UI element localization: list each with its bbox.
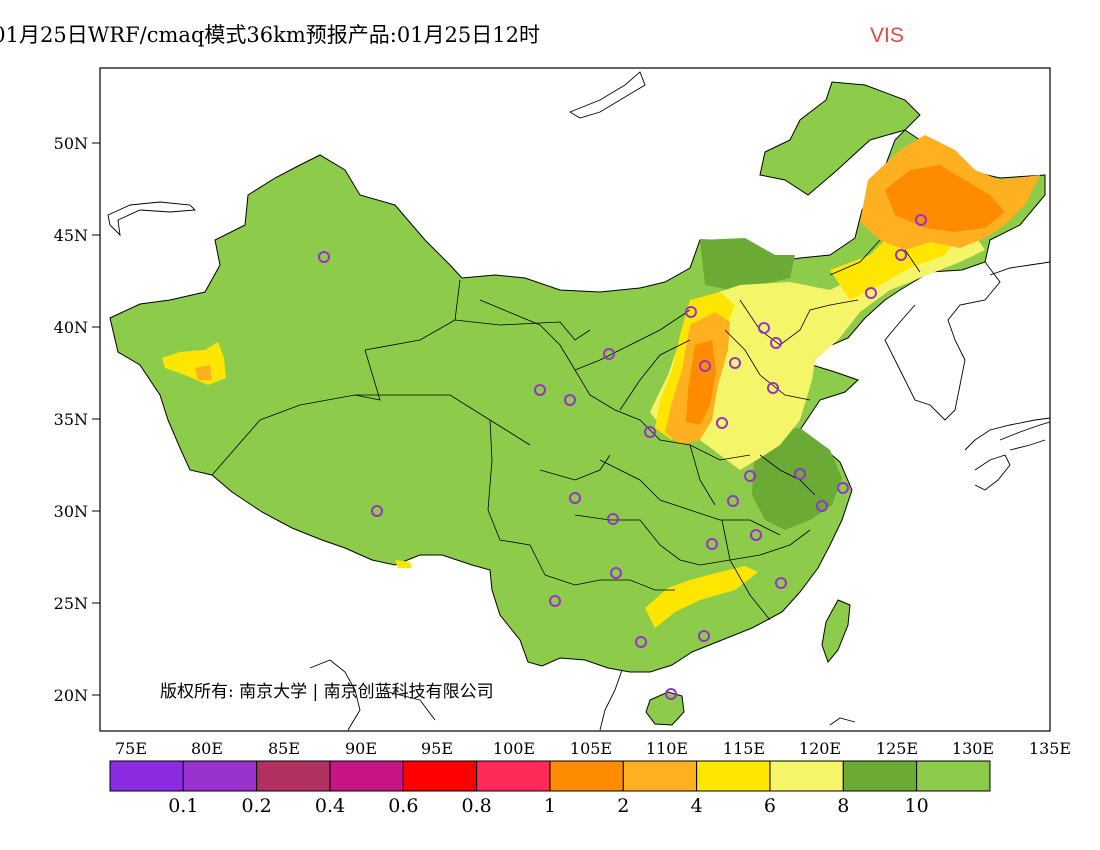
taiwan-island [821, 599, 851, 663]
yellow-spot-tibet [395, 560, 412, 568]
legend-label: 0.1 [168, 795, 198, 817]
station-marker [744, 470, 756, 482]
legend-label: 6 [764, 795, 776, 817]
lon-label: 135E [1029, 739, 1071, 758]
lat-label: 25N [54, 594, 88, 613]
province-boundaries [211, 239, 921, 621]
copyright-text: 版权所有: 南京大学 | 南京创蓝科技有限公司 [160, 682, 494, 702]
lon-label: 110E [646, 739, 688, 758]
title-main-text: 2025年01月25日WRF/cmaq模式36km预报产品:01月25日12时 [0, 23, 540, 47]
legend-label: 4 [691, 795, 703, 817]
lat-label: 35N [54, 410, 88, 429]
station-marker [699, 360, 711, 372]
map-plot-area [100, 68, 1050, 731]
legend-swatch [769, 760, 844, 792]
station-marker [750, 529, 762, 541]
lat-axis: 50N 45N 40N 35N 30N 25N 20N [54, 134, 100, 705]
station-marker [915, 214, 927, 226]
lon-label: 105E [570, 739, 612, 758]
station-marker [569, 492, 581, 504]
station-marker [665, 688, 677, 700]
station-marker [549, 595, 561, 607]
legend-swatch [182, 760, 258, 792]
station-marker [837, 482, 849, 494]
station-marker [607, 513, 619, 525]
china-landmass [109, 81, 1046, 673]
station-marker [716, 417, 728, 429]
lon-label: 125E [876, 739, 918, 758]
lon-label: 130E [952, 739, 994, 758]
map-title: 2025年01月25日WRF/cmaq模式36km预报产品:01月25日12时 … [0, 20, 1100, 50]
station-marker [816, 500, 828, 512]
station-marker [727, 495, 739, 507]
station-marker [371, 505, 383, 517]
legend-swatch [696, 760, 771, 792]
station-marker [865, 287, 877, 299]
lon-label: 75E [115, 739, 147, 758]
legend-swatch [109, 760, 184, 792]
lon-label: 80E [191, 739, 223, 758]
station-marker [706, 538, 718, 550]
legend-label: 0.4 [315, 795, 345, 817]
station-marker [729, 357, 741, 369]
legend-swatch [329, 760, 404, 792]
legend-label: 1 [544, 795, 556, 817]
legend-label: 10 [905, 795, 929, 817]
station-marker [534, 384, 546, 396]
station-marker [770, 337, 782, 349]
title-variable-text: VIS [870, 24, 904, 47]
legend-colorbar: 0.1 0.2 0.4 0.6 0.8 1 2 4 6 8 10 [109, 760, 991, 817]
title-svg: 2025年01月25日WRF/cmaq模式36km预报产品:01月25日12时 … [0, 23, 904, 47]
station-marker [895, 249, 907, 261]
station-marker [644, 426, 656, 438]
legend-label: 0.2 [242, 795, 272, 817]
station-marker [794, 468, 806, 480]
lat-label: 40N [54, 318, 88, 337]
lon-label: 115E [723, 739, 765, 758]
station-markers [318, 214, 927, 700]
lon-label: 90E [345, 739, 377, 758]
lat-label: 50N [54, 134, 88, 153]
dark-green-zone-2 [700, 238, 795, 290]
station-marker [767, 382, 779, 394]
orange-light-spot-xinjiang [195, 365, 212, 380]
station-marker [775, 577, 787, 589]
legend-swatch [549, 760, 624, 792]
legend-swatch [622, 760, 698, 792]
legend-swatch [842, 760, 918, 792]
lon-label: 95E [421, 739, 453, 758]
legend-swatch [476, 760, 551, 792]
light-yellow-zone-north-china [650, 215, 985, 470]
legend-swatch [256, 760, 331, 792]
lon-label: 100E [493, 739, 535, 758]
hainan-island [645, 691, 685, 726]
station-marker [698, 630, 710, 642]
yellow-zone-south [645, 566, 758, 628]
legend-label: 0.8 [462, 795, 492, 817]
station-marker [685, 306, 697, 318]
lon-label: 85E [268, 739, 300, 758]
lat-label: 20N [54, 686, 88, 705]
map-border [99, 67, 1051, 732]
legend-label: 8 [837, 795, 849, 817]
station-marker [564, 394, 576, 406]
station-marker [318, 251, 330, 263]
neighbor-coastlines [107, 71, 1050, 731]
yellow-zone [655, 225, 955, 440]
station-marker [758, 322, 770, 334]
lat-label: 30N [54, 502, 88, 521]
legend-label: 2 [617, 795, 629, 817]
lon-label: 120E [799, 739, 841, 758]
station-marker [610, 567, 622, 579]
lon-axis: 75E 80E 85E 90E 95E 100E 105E 110E 115E … [115, 739, 1071, 758]
legend-swatch [402, 760, 478, 792]
legend-label: 0.6 [388, 795, 418, 817]
orange-zone-ne [885, 165, 1005, 232]
station-marker [635, 636, 647, 648]
station-marker [603, 348, 615, 360]
legend-swatch [916, 760, 991, 792]
lat-label: 45N [54, 226, 88, 245]
